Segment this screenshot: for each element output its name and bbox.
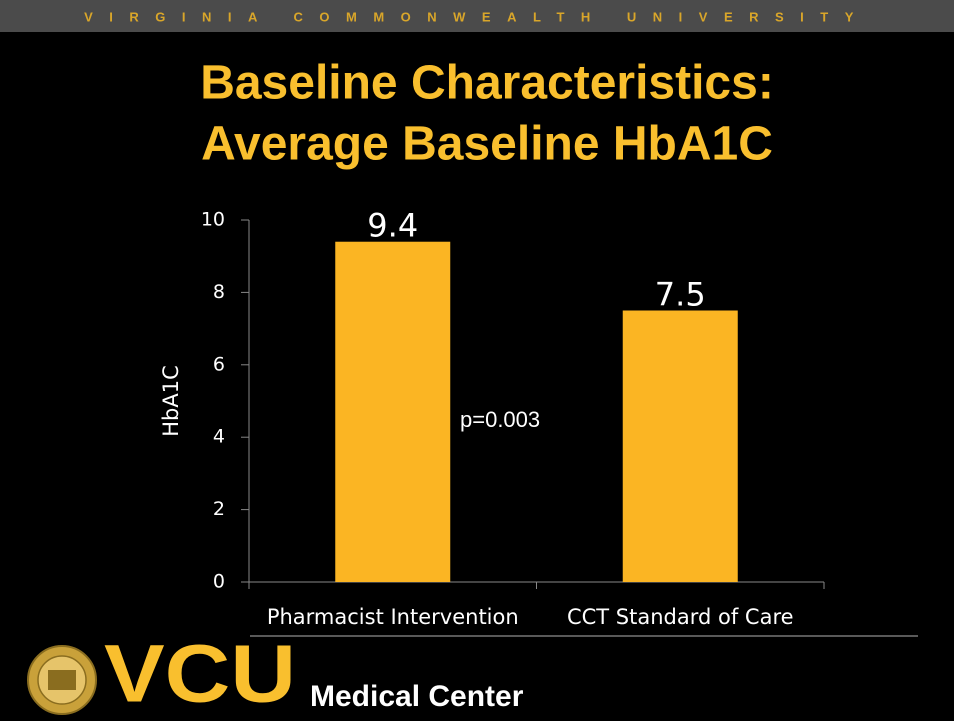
banner-band [0, 0, 954, 32]
chart-title: Average Baseline HbA1C [201, 118, 773, 171]
seal-building [48, 670, 76, 690]
value-label: 9.4 [367, 207, 418, 245]
y-tick-label: 2 [213, 498, 225, 520]
chart-title: Baseline Characteristics: [200, 57, 774, 110]
logo-tagline: Medical Center [310, 680, 524, 713]
y-tick-label: 6 [213, 353, 225, 375]
bar [622, 310, 738, 582]
y-tick-label: 0 [213, 571, 225, 593]
seal [27, 645, 97, 715]
y-tick-label: 4 [213, 426, 225, 448]
y-tick-label: 10 [201, 209, 225, 231]
banner-text: VIRGINIA COMMONWEALTH UNIVERSITY [84, 9, 870, 24]
y-axis-label: HbA1C [159, 365, 183, 437]
x-tick-label: Pharmacist Intervention [267, 605, 519, 629]
annotation: p=0.003 [460, 407, 540, 432]
logo: VCU [104, 629, 296, 720]
bar [335, 241, 451, 582]
value-label: 7.5 [655, 276, 706, 314]
y-tick-label: 8 [213, 281, 225, 303]
x-tick-label: CCT Standard of Care [567, 605, 794, 629]
